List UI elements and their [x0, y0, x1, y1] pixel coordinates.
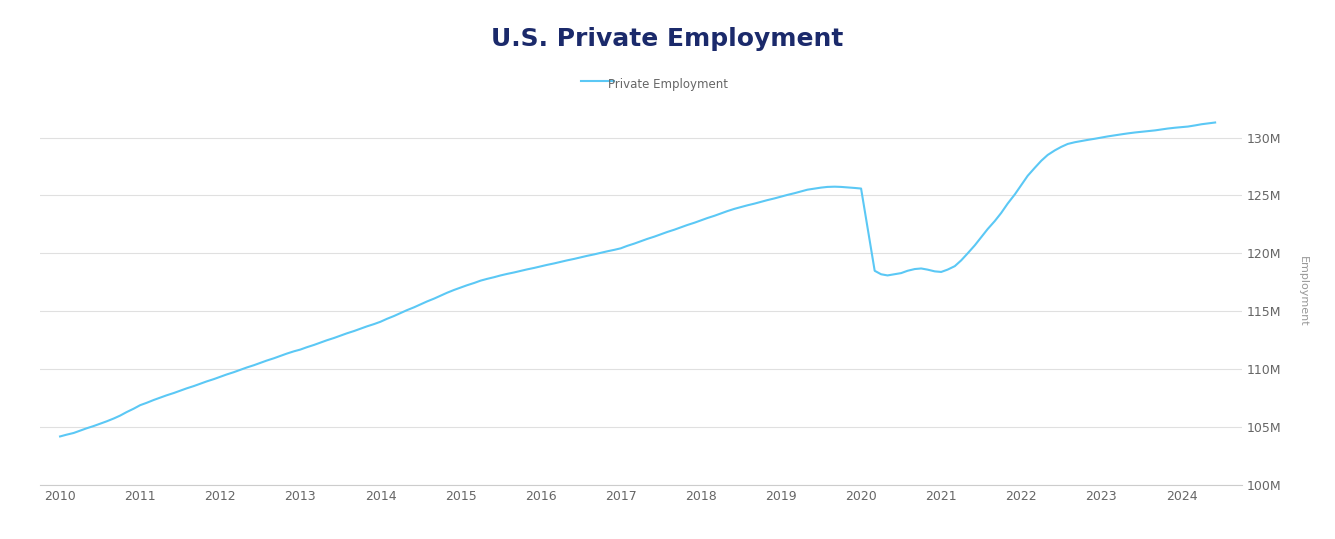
Text: U.S. Private Employment: U.S. Private Employment [491, 27, 844, 51]
Private Employment [720, 208, 736, 215]
Private Employment [1207, 119, 1223, 126]
Line: Private Employment: Private Employment [60, 122, 1215, 437]
Text: Private Employment: Private Employment [607, 78, 728, 91]
Private Employment [52, 433, 68, 440]
Private Employment [1080, 137, 1096, 143]
Y-axis label: Employment: Employment [1298, 255, 1308, 327]
Private Employment [1027, 164, 1043, 171]
Private Employment [259, 357, 275, 364]
Private Employment [760, 197, 776, 203]
Private Employment [846, 185, 862, 191]
